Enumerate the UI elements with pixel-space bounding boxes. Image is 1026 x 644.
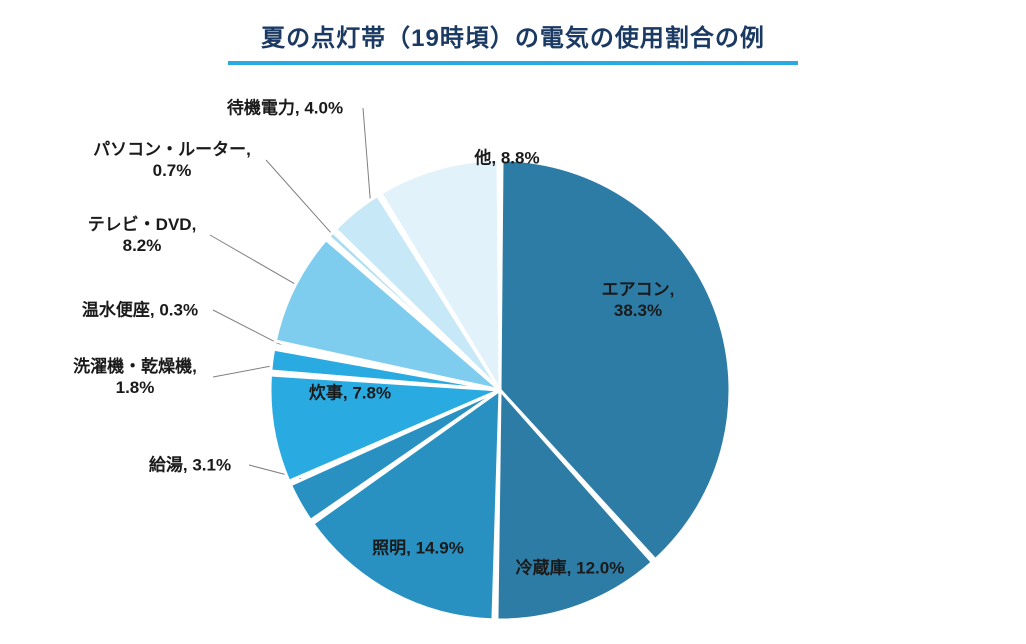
slice-label: 給湯, 3.1% <box>149 454 231 475</box>
slice-label: テレビ・DVD, 8.2% <box>88 214 197 257</box>
slice-label: 他, 8.8% <box>474 147 539 168</box>
leader-line <box>266 160 339 242</box>
slice-label: 冷蔵庫, 12.0% <box>516 557 625 578</box>
slice-label: 炊事, 7.8% <box>309 382 391 403</box>
pie-chart <box>0 0 1026 644</box>
slice-label: 照明, 14.9% <box>372 537 464 558</box>
slice-label: 待機電力, 4.0% <box>227 97 343 118</box>
slice-label: エアコン, 38.3% <box>602 279 675 322</box>
page-root: 夏の点灯帯（19時頃）の電気の使用割合の例 エアコン, 38.3%冷蔵庫, 12… <box>0 0 1026 644</box>
slice-label: 洗濯機・乾燥機, 1.8% <box>73 356 197 399</box>
slice-label: パソコン・ルーター, 0.7% <box>93 139 251 182</box>
slice-label: 温水便座, 0.3% <box>82 299 198 320</box>
